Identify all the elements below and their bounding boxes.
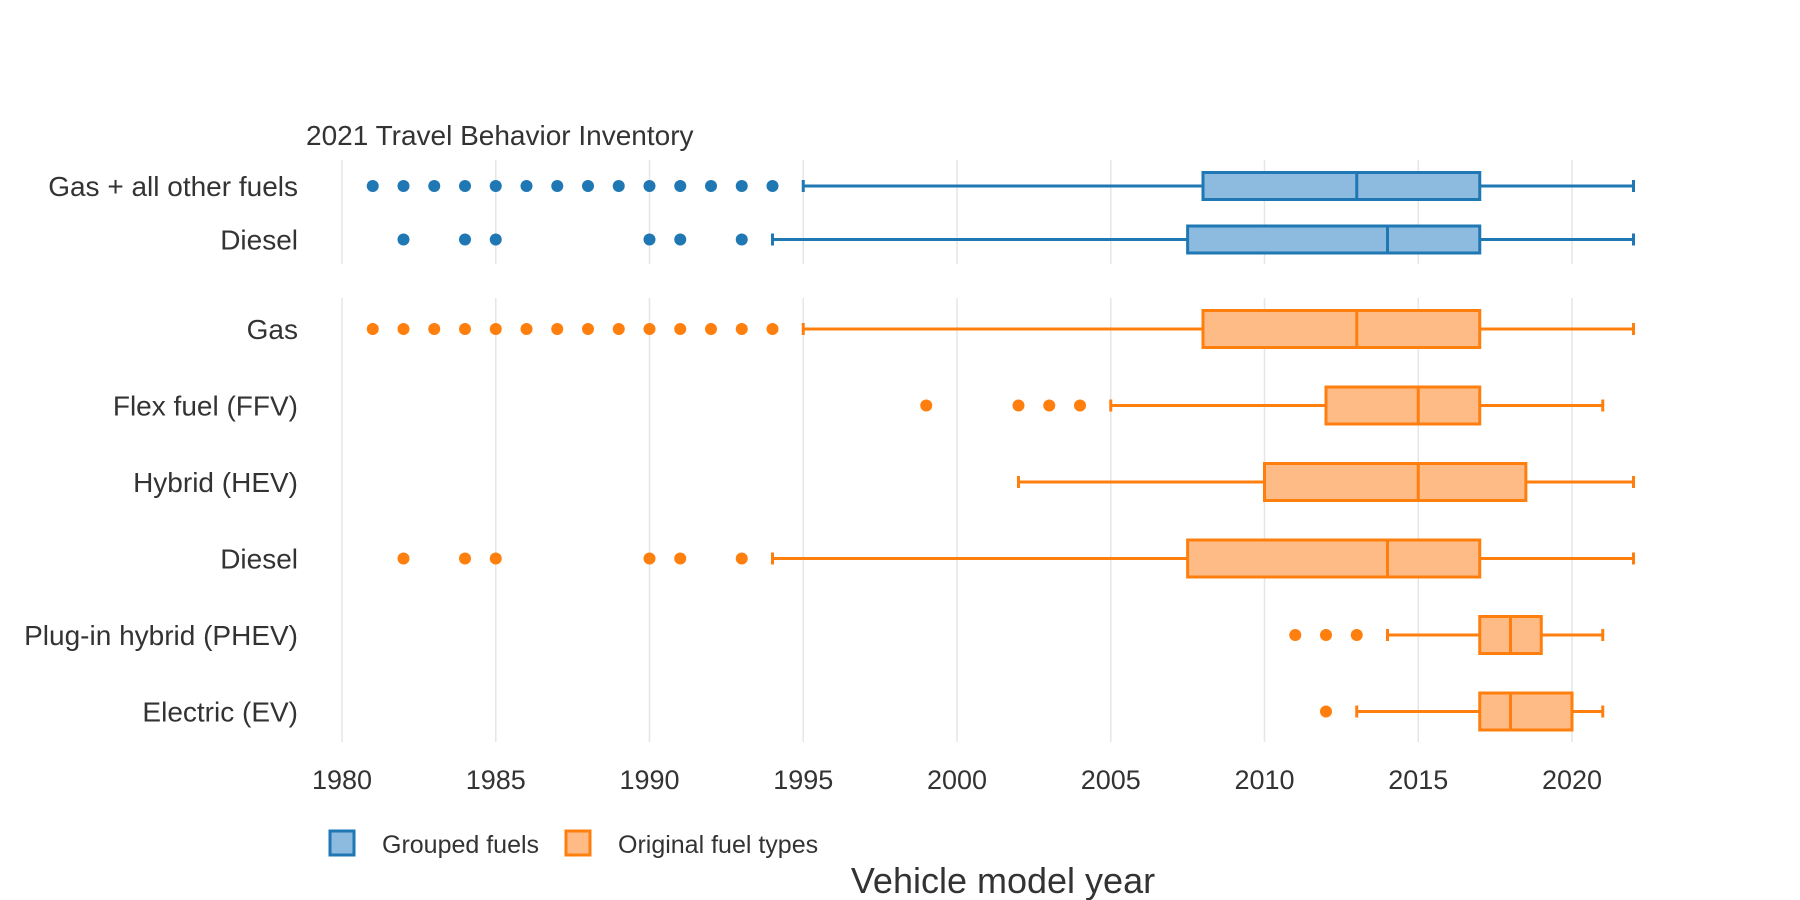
box-1-1: [920, 385, 1605, 426]
x-tick-label: 2000: [927, 765, 987, 795]
x-tick-label: 2010: [1234, 765, 1294, 795]
legend-item-0: Grouped fuels: [328, 829, 539, 859]
outlier-point: [551, 180, 564, 192]
outlier-point: [1043, 399, 1056, 412]
panel-1: [366, 309, 1635, 732]
outlier-point: [582, 180, 594, 192]
outlier-point: [428, 180, 441, 192]
box-iqr: [1324, 385, 1482, 426]
box-1-2: [1017, 462, 1635, 502]
box-iqr: [1201, 309, 1482, 349]
x-tick-label: 1990: [619, 765, 679, 795]
box-1-3: [397, 538, 1635, 579]
outlier-point: [1074, 399, 1086, 412]
x-tick-label: 1995: [773, 765, 833, 795]
x-tick-label: 2005: [1081, 765, 1141, 795]
outlier-point: [397, 323, 410, 335]
x-axis-title: Vehicle model year: [851, 860, 1155, 900]
outlier-point: [612, 180, 625, 192]
category-label: Flex fuel (FFV): [113, 391, 298, 422]
box-1-5: [1320, 691, 1605, 732]
outlier-point: [920, 399, 933, 412]
x-tick-label: 2015: [1388, 765, 1448, 795]
category-label: Gas + all other fuels: [48, 171, 298, 202]
outlier-point: [366, 180, 379, 192]
box-0-1: [397, 224, 1635, 255]
category-label: Electric (EV): [142, 697, 298, 728]
box-iqr: [1201, 171, 1482, 201]
outlier-point: [366, 323, 379, 335]
box-iqr: [1186, 538, 1482, 579]
outlier-point: [459, 233, 471, 246]
chart-subtitle: 2021 Travel Behavior Inventory: [306, 120, 694, 151]
outlier-point: [582, 323, 594, 335]
outlier-point: [735, 233, 748, 246]
outlier-point: [1320, 705, 1332, 718]
outlier-point: [489, 552, 502, 565]
outlier-point: [735, 552, 748, 565]
outlier-point: [766, 180, 779, 192]
outlier-point: [612, 323, 625, 335]
outlier-point: [735, 323, 748, 335]
x-tick-label: 1980: [312, 765, 372, 795]
outlier-point: [459, 552, 471, 565]
outlier-point: [735, 180, 748, 192]
legend: Grouped fuels Original fuel types: [328, 829, 818, 859]
outlier-point: [674, 180, 687, 192]
outlier-point: [705, 180, 717, 192]
category-labels: Gas + all other fuels Diesel Gas Flex fuel …: [24, 171, 298, 728]
outlier-point: [674, 233, 687, 246]
x-tick-label: 1985: [466, 765, 526, 795]
outlier-point: [766, 323, 779, 335]
panel-0: [366, 171, 1635, 255]
outlier-point: [459, 323, 471, 335]
outlier-point: [643, 233, 656, 246]
outlier-point: [674, 552, 687, 565]
outlier-point: [674, 323, 687, 335]
box-1-0: [366, 309, 1635, 349]
outlier-point: [520, 180, 533, 192]
category-label: Gas: [247, 314, 298, 345]
outlier-point: [1012, 399, 1025, 412]
outlier-point: [459, 180, 471, 192]
outlier-point: [489, 180, 502, 192]
box-panels: [366, 171, 1635, 732]
legend-label: Grouped fuels: [382, 831, 539, 859]
outlier-point: [489, 323, 502, 335]
category-label: Diesel: [220, 544, 298, 575]
outlier-point: [643, 180, 656, 192]
box-iqr: [1186, 224, 1482, 255]
outlier-point: [397, 180, 410, 192]
outlier-point: [1320, 629, 1332, 641]
box-0-0: [366, 171, 1635, 201]
outlier-point: [520, 323, 533, 335]
outlier-point: [643, 323, 656, 335]
outlier-point: [643, 552, 656, 565]
outlier-point: [551, 323, 564, 335]
legend-item-1: Original fuel types: [564, 829, 818, 859]
category-label: Hybrid (HEV): [133, 467, 298, 498]
outlier-point: [397, 552, 410, 565]
grid-lines: [341, 160, 1573, 742]
legend-label: Original fuel types: [618, 831, 818, 859]
outlier-point: [1350, 629, 1363, 641]
outlier-point: [1289, 629, 1302, 641]
box-iqr: [1263, 462, 1528, 502]
outlier-point: [705, 323, 717, 335]
box-iqr: [1478, 691, 1574, 732]
x-tick-label: 2020: [1542, 765, 1602, 795]
legend-swatch: [564, 829, 592, 857]
outlier-point: [489, 233, 502, 246]
legend-swatch: [328, 829, 356, 857]
x-axis-ticks: 1980 1985 1990 1995 2000 2005 2010 2015 2020: [312, 765, 1602, 795]
category-label: Diesel: [220, 225, 298, 256]
outlier-point: [397, 233, 410, 246]
outlier-point: [428, 323, 441, 335]
box-1-4: [1289, 615, 1605, 655]
category-label: Plug-in hybrid (PHEV): [24, 620, 298, 651]
